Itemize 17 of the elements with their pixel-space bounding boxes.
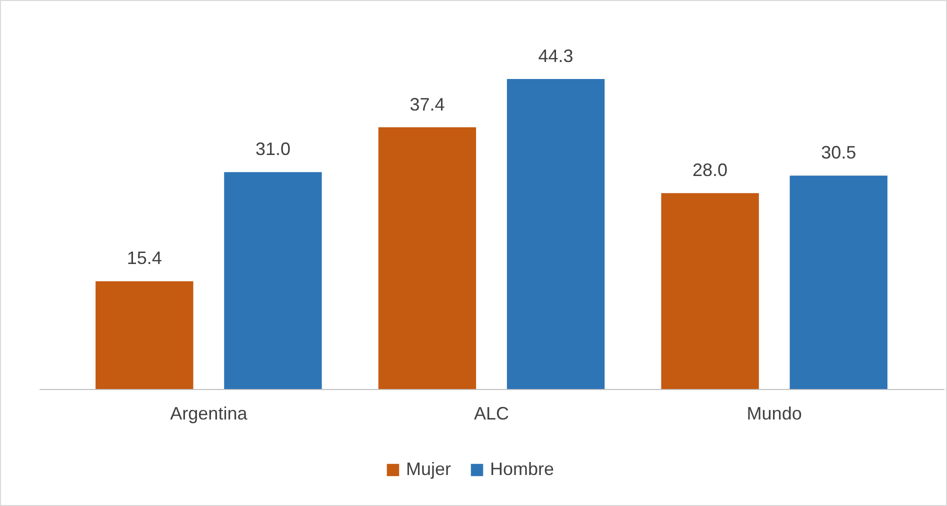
legend-label: Hombre bbox=[490, 459, 554, 479]
legend-label: Mujer bbox=[406, 459, 452, 479]
x-tick-label: Argentina bbox=[170, 404, 248, 424]
bar bbox=[661, 193, 759, 389]
data-label: 31.0 bbox=[255, 139, 290, 160]
bar bbox=[378, 127, 476, 389]
data-label: 15.4 bbox=[126, 248, 162, 268]
bar bbox=[96, 281, 194, 389]
bar bbox=[224, 172, 322, 389]
data-label: 28.0 bbox=[692, 160, 728, 180]
bar bbox=[506, 79, 605, 389]
data-label: 37.4 bbox=[410, 94, 445, 114]
data-label: 44.3 bbox=[538, 46, 574, 66]
x-tick-label: Mundo bbox=[746, 404, 802, 424]
data-label: 30.5 bbox=[821, 142, 856, 163]
x-tick-label: ALC bbox=[474, 404, 510, 424]
bar bbox=[790, 176, 888, 389]
